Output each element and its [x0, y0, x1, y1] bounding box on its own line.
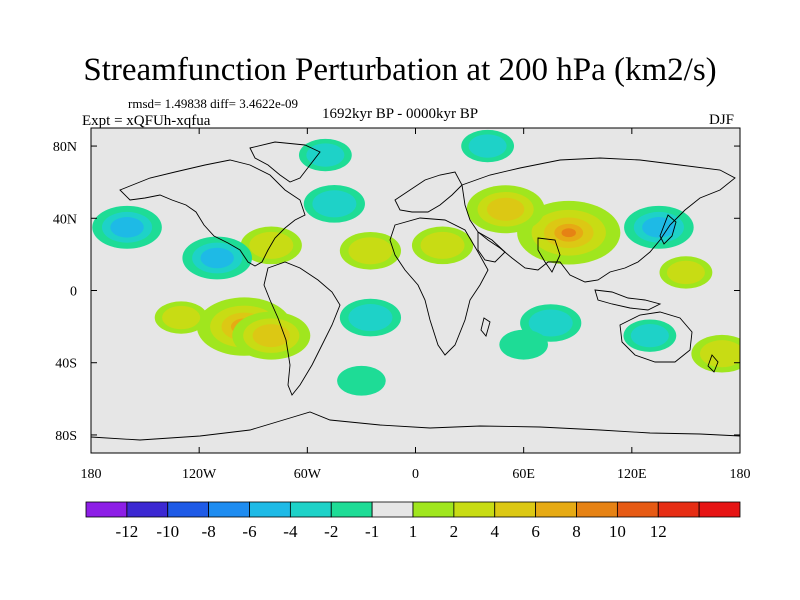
contour-region [499, 329, 548, 360]
contour-region [561, 228, 576, 238]
colorbar: -12 -10 -8 -6 -4 -2 -1 1 2 4 6 8 10 12 [85, 501, 741, 541]
colorbar-label: -10 [156, 522, 179, 541]
colorbar-label: 10 [609, 522, 626, 541]
colorbar-label: 1 [409, 522, 418, 541]
contour-region [486, 197, 525, 221]
map-background [91, 128, 740, 453]
colorbar-swatch [249, 501, 291, 518]
colorbar-swatch [453, 501, 496, 518]
coastline-australia [619, 311, 693, 363]
x-tick-label: 60E [512, 467, 535, 482]
colorbar-swatch [330, 501, 373, 518]
figure-title: Streamfunction Perturbation at 200 hPa (… [83, 52, 717, 88]
colorbar-swatch [535, 501, 577, 518]
colorbar-swatch [698, 501, 741, 518]
coastline-africa [389, 217, 489, 356]
coastline-arabia [477, 231, 506, 263]
period-label: 1692kyr BP - 0000kyr BP [322, 106, 479, 122]
colorbar-swatch [289, 501, 332, 518]
colorbar-label: -1 [365, 522, 379, 541]
contour-region [666, 260, 705, 285]
contour-region [306, 143, 345, 167]
coastline-south-america [263, 261, 341, 396]
contour-region [642, 217, 676, 238]
colorbar-label: -2 [324, 522, 338, 541]
contour-region [348, 304, 393, 332]
coastline-greenland [249, 141, 321, 183]
contour-fills [92, 129, 740, 396]
coastline-japan [659, 214, 677, 245]
contour-region [249, 231, 294, 259]
colorbar-label: 4 [491, 522, 500, 541]
coastline-north-america [119, 159, 306, 267]
y-tick-label: 0 [70, 285, 77, 300]
x-tick-label: 0 [412, 467, 419, 482]
x-tick-label: 180 [730, 467, 751, 482]
colorbar-swatch [126, 501, 169, 518]
x-tick-label: 60W [294, 467, 322, 482]
y-tick-label: 80S [55, 429, 77, 444]
contour-region [200, 247, 234, 269]
coastline-indonesia [594, 289, 662, 311]
colorbar-label: -12 [116, 522, 139, 541]
colorbar-label: 2 [450, 522, 459, 541]
map-area [90, 127, 741, 454]
colorbar-swatch [208, 501, 250, 518]
experiment-label: Expt = xQFUh-xqfua [82, 113, 211, 129]
contour-region [252, 324, 290, 348]
y-tick-label: 80N [53, 140, 77, 155]
y-tick-label: 40S [55, 357, 77, 372]
rmsd-stats: rmsd= 1.49838 diff= 3.4622e-09 [128, 96, 299, 111]
contour-region [162, 305, 201, 330]
colorbar-label: 12 [650, 522, 667, 541]
coastline-europe [394, 171, 463, 213]
colorbar-label: 8 [572, 522, 581, 541]
colorbar-swatch [616, 501, 659, 518]
coastline-new-zealand [707, 354, 719, 373]
colorbar-swatch [412, 501, 455, 518]
coastline-madagascar [480, 317, 491, 337]
contour-region [312, 190, 357, 218]
contour-region [528, 309, 573, 337]
colorbar-label: -6 [242, 522, 256, 541]
colorbar-swatch [494, 501, 537, 518]
colorbar-swatch [657, 501, 700, 518]
season-label: DJF [709, 112, 735, 128]
contour-region [420, 231, 465, 259]
coastline-india [537, 237, 561, 273]
colorbar-label: -4 [283, 522, 298, 541]
colorbar-label: 6 [531, 522, 540, 541]
contour-region [468, 134, 507, 158]
coastlines [91, 141, 740, 441]
contour-region [630, 323, 669, 348]
colorbar-swatch [371, 501, 414, 518]
x-tick-label: 120W [182, 467, 217, 482]
colorbar-swatch [576, 501, 618, 518]
contour-region [337, 365, 386, 396]
coastline-antarctica [91, 411, 740, 441]
colorbar-label: -8 [202, 522, 216, 541]
contour-region [110, 217, 144, 238]
map-axes: 180 120W 60W 0 60E 120E 180 80N 40N 0 40S 80S [53, 128, 751, 482]
colorbar-swatch [85, 501, 128, 518]
x-tick-label: 120E [617, 467, 647, 482]
y-tick-label: 40N [53, 212, 77, 227]
colorbar-swatch [167, 501, 210, 518]
x-tick-label: 180 [81, 467, 102, 482]
contour-region [348, 237, 393, 265]
